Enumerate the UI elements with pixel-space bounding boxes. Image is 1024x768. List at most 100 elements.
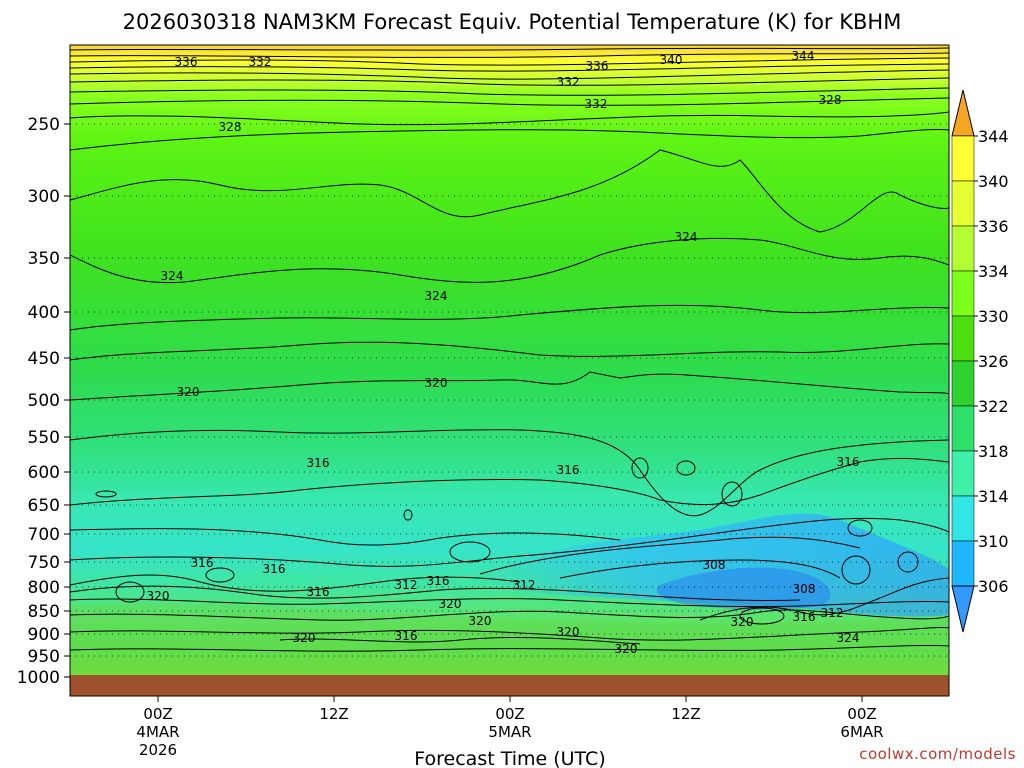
contour-line [70, 237, 949, 284]
y-tick-label: 600 [28, 463, 60, 483]
x-tick-label: 00Z [847, 705, 876, 723]
contour-blob [115, 581, 145, 603]
contour-blob [847, 519, 873, 537]
colorbar-segment [951, 495, 975, 542]
y-tick-label: 250 [28, 115, 60, 135]
contour-label: 316 [263, 562, 286, 576]
x-axis-label: Forecast Time (UTC) [414, 748, 605, 768]
contour-line [70, 609, 949, 621]
contour-line [70, 87, 949, 96]
contour-label: 320 [557, 625, 580, 639]
contour-blob [205, 567, 235, 583]
x-tick-label: 12Z [319, 705, 348, 723]
contour-label: 336 [586, 59, 609, 73]
y-tick-label: 650 [28, 496, 60, 516]
contour-label: 316 [557, 463, 580, 477]
colorbar-tick-label: 340 [978, 172, 1009, 191]
colorbar-bottom-arrow [951, 585, 975, 633]
contour-line [70, 97, 949, 106]
colorbar-segment [951, 405, 975, 452]
colorbar-segment [951, 450, 975, 497]
colorbar-tick-label: 310 [978, 532, 1009, 551]
contour-line [70, 644, 949, 652]
contour-label: 332 [249, 55, 272, 69]
contour-label: 344 [792, 49, 815, 63]
contour-blobs [95, 457, 919, 625]
contour-label: 316 [427, 574, 450, 588]
colorbar-segment [951, 270, 975, 317]
contour-line [699, 577, 949, 621]
colorbar-tick-label: 306 [978, 577, 1009, 596]
y-tick-label: 900 [28, 625, 60, 645]
contour-blob [403, 509, 413, 521]
contour-blob [449, 541, 491, 563]
contour-line [70, 585, 801, 602]
contour-lines [70, 47, 949, 652]
contour-label: 312 [821, 606, 844, 620]
y-tick-label: 350 [28, 249, 60, 269]
contour-label: 316 [191, 556, 214, 570]
contour-blob [739, 607, 785, 625]
contour-label: 340 [660, 53, 683, 67]
y-axis: 250 300 350 400 450 500 550 600 650 700 750 800 850 9… [17, 115, 70, 688]
contour-line [279, 636, 641, 645]
contour-line [70, 574, 521, 592]
contour-label: 316 [307, 585, 330, 599]
chart-title: 2026030318 NAM3KM Forecast Equiv. Potent… [123, 10, 902, 34]
y-tick-label: 450 [28, 349, 60, 369]
contour-label: 312 [513, 578, 536, 592]
contour-label: 320 [177, 385, 200, 399]
contour-label: 320 [293, 631, 316, 645]
colorbar: 344 340 336 334 330 326 322 318 314 310 306 [951, 89, 1009, 633]
contour-label: 308 [703, 558, 726, 572]
contour-label: 316 [793, 610, 816, 624]
contour-line [70, 304, 949, 331]
colorbar-segment [951, 540, 975, 587]
contour-line [70, 57, 949, 66]
contour-blob [95, 490, 117, 498]
gridlines [70, 123, 949, 657]
contour-line [70, 111, 949, 126]
x-tick-label: 00Z [143, 705, 172, 723]
y-tick-label: 550 [28, 428, 60, 448]
colorbar-tick-label: 330 [978, 307, 1009, 326]
plot-area: 336 332 336 340 344 332 328 332 328 324 324 324 320 3… [70, 45, 949, 675]
contour-line [70, 341, 949, 361]
contour-label: 324 [675, 230, 698, 244]
colorbar-segment [951, 360, 975, 407]
contour-blob [631, 457, 649, 479]
y-tick-label: 700 [28, 525, 60, 545]
contour-label: 308 [793, 582, 816, 596]
ground-surface [70, 675, 949, 696]
contour-line [70, 457, 949, 506]
contour-label: 332 [557, 75, 580, 89]
x-tick-label: 4MAR [136, 723, 179, 741]
y-tick-label: 300 [28, 187, 60, 207]
contour-label: 328 [219, 120, 242, 134]
colorbar-segment [951, 135, 975, 182]
credit-text[interactable]: coolwx.com/models [859, 745, 1016, 763]
colorbar-segment [951, 225, 975, 272]
contour-label: 320 [615, 642, 638, 656]
colorbar-segment [951, 180, 975, 227]
contour-line [70, 517, 949, 567]
colorbar-tick-label: 318 [978, 442, 1009, 461]
contour-blob [721, 481, 743, 507]
contour-line [70, 128, 949, 151]
contour-line [70, 69, 949, 80]
contour-label: 324 [425, 289, 448, 303]
contour-label: 316 [837, 455, 860, 469]
y-tick-label: 800 [28, 578, 60, 598]
contour-label: 316 [307, 456, 330, 470]
colorbar-tick-label: 344 [978, 127, 1009, 146]
colorbar-tick-label: 314 [978, 487, 1009, 506]
contour-label: 320 [469, 614, 492, 628]
contour-label: 312 [395, 578, 418, 592]
colorbar-segment [951, 315, 975, 362]
contour-label: 328 [819, 93, 842, 107]
colorbar-tick-label: 334 [978, 262, 1009, 281]
cold-pocket [480, 513, 949, 617]
contour-label: 336 [175, 55, 198, 69]
contour-label: 324 [161, 269, 184, 283]
